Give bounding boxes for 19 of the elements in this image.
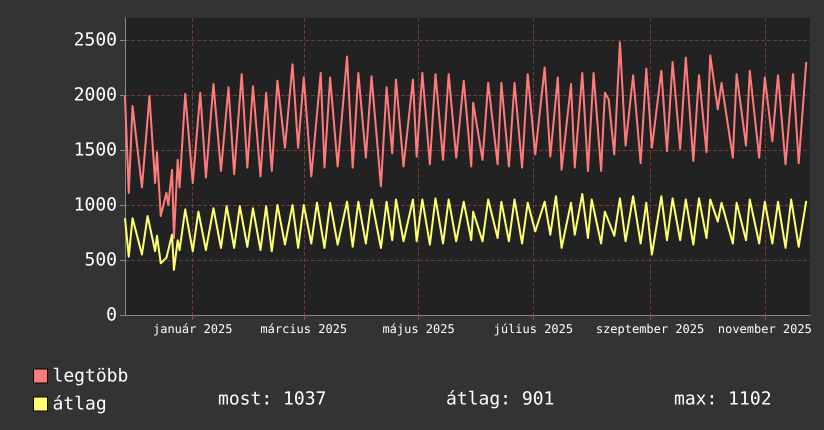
line-series	[124, 41, 808, 239]
text: most: 1037	[218, 388, 326, 410]
text: átlag: 901	[446, 388, 554, 410]
legend-label: legtöbb	[52, 366, 128, 386]
y-tick-label: 500	[84, 250, 117, 270]
y-tick-label: 1000	[74, 194, 117, 216]
legend-label: átlag	[52, 394, 107, 414]
x-tick-label: szeptember 2025	[596, 322, 704, 336]
x-tick-label: november 2025	[718, 322, 812, 336]
x-tick-label: január 2025	[153, 322, 232, 336]
y-tick-label: 2500	[74, 30, 117, 50]
x-tick-label: március 2025	[260, 322, 348, 336]
x-tick-label: július 2025	[494, 322, 574, 336]
y-tick-label: 2000	[74, 84, 117, 106]
text: max: 1102	[674, 388, 772, 410]
line-series	[124, 193, 808, 271]
y-tick-label: 0	[106, 304, 117, 326]
x-tick-label: május 2025	[382, 322, 455, 336]
y-tick-label: 1500	[74, 140, 117, 160]
